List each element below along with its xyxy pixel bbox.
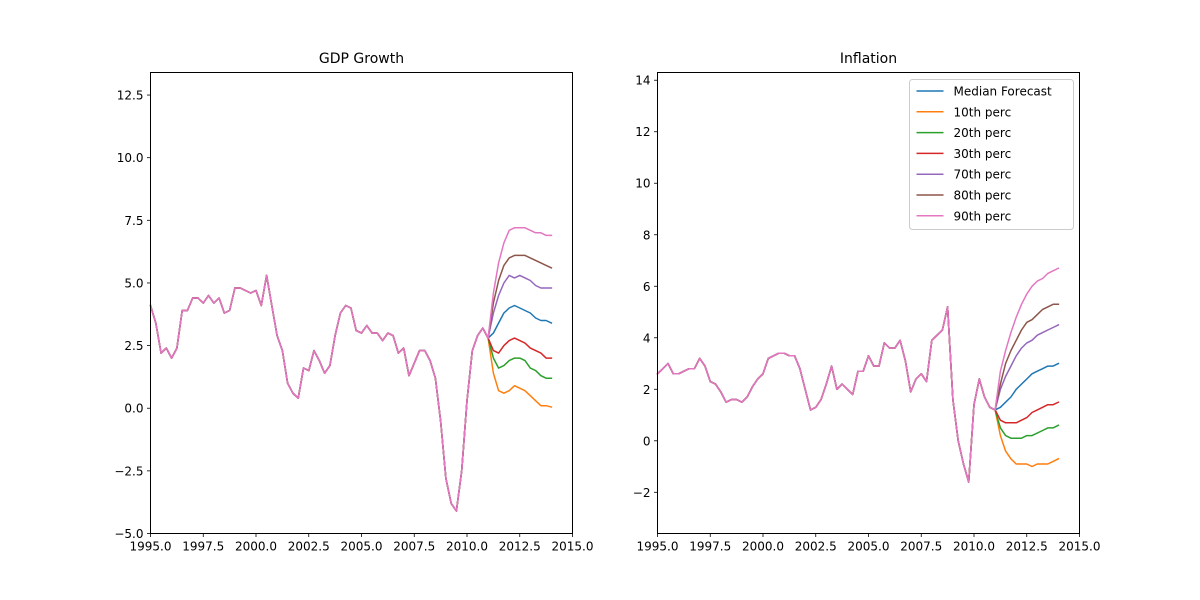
- inflation-x-tick-label: 1995.0: [637, 540, 679, 554]
- legend-label-90th-perc: 90th perc: [954, 209, 1012, 223]
- gdp-growth-y-tick-label: 0.0: [124, 402, 143, 416]
- gdp-growth-line-80th-perc: [149, 254, 553, 512]
- inflation-subplot: Inflation 1995.0 1997.5 2000.0 2002.5 2005.0…: [633, 51, 1101, 554]
- inflation-axis-ticks: 1995.0 1997.5 2000.0 2002.5 2005.0 2007.5 2010…: [633, 74, 1101, 554]
- gdp-growth-x-tick-label: 2015.0: [552, 540, 594, 554]
- gdp-growth-title: GDP Growth: [319, 51, 404, 67]
- inflation-y-tick-label: 6: [643, 280, 651, 294]
- legend-label-70th-perc: 70th perc: [954, 168, 1012, 182]
- gdp-growth-x-tick-label: 2002.5: [288, 540, 330, 554]
- inflation-legend-box: [909, 79, 1074, 230]
- legend-label-30th-perc: 30th perc: [954, 147, 1012, 161]
- gdp-growth-x-tick-label: 2012.5: [499, 540, 541, 554]
- gdp-growth-x-tick-label: 2010.0: [446, 540, 488, 554]
- inflation-x-tick-label: 2007.5: [900, 540, 942, 554]
- inflation-y-tick-label: 4: [643, 331, 651, 345]
- gdp-growth-y-tick-label: 5.0: [124, 276, 143, 290]
- gdp-growth-y-tick-label: 2.5: [124, 339, 143, 353]
- legend-label-median-forecast: Median Forecast: [954, 85, 1053, 99]
- inflation-x-tick-label: 2012.5: [1006, 540, 1048, 554]
- gdp-growth-series-lines: [149, 227, 553, 512]
- inflation-y-tick-label: 12: [635, 125, 650, 139]
- inflation-x-tick-label: 2015.0: [1059, 540, 1101, 554]
- legend-label-80th-perc: 80th perc: [954, 189, 1012, 203]
- inflation-x-tick-label: 2010.0: [953, 540, 995, 554]
- inflation-line-80th-perc: [656, 303, 1060, 483]
- inflation-x-tick-label: 2000.0: [742, 540, 784, 554]
- inflation-legend: Median Forecast 10th perc 20th perc 30th pe…: [909, 79, 1074, 230]
- gdp-growth-line-90th-perc: [149, 227, 553, 512]
- inflation-y-tick-label: −2: [633, 486, 651, 500]
- gdp-growth-y-tick-label: 7.5: [124, 214, 143, 228]
- inflation-plot-frame: [657, 72, 1080, 534]
- inflation-y-tick-label: 2: [643, 383, 651, 397]
- inflation-x-tick-label: 2005.0: [848, 540, 890, 554]
- inflation-title: Inflation: [840, 51, 897, 67]
- inflation-x-tick-label: 1997.5: [689, 540, 731, 554]
- legend-label-20th-perc: 20th perc: [954, 126, 1012, 140]
- gdp-growth-plot-frame: [150, 72, 573, 534]
- gdp-growth-y-tick-label: 10.0: [117, 151, 144, 165]
- inflation-y-tick-label: 10: [635, 177, 650, 191]
- gdp-growth-x-tick-label: 2005.0: [341, 540, 383, 554]
- inflation-y-tick-label: 0: [643, 434, 651, 448]
- gdp-growth-axis-ticks: 1995.0 1997.5 2000.0 2002.5 2005.0 2007.5 2010…: [114, 89, 593, 554]
- inflation-y-tick-label: 14: [635, 74, 650, 88]
- inflation-line-90th-perc: [656, 267, 1060, 483]
- gdp-growth-y-tick-label: 12.5: [117, 89, 144, 103]
- inflation-series-lines: [656, 267, 1060, 483]
- inflation-y-tick-label: 8: [643, 228, 651, 242]
- inflation-x-tick-label: 2002.5: [795, 540, 837, 554]
- gdp-growth-x-tick-label: 2007.5: [393, 540, 435, 554]
- gdp-growth-y-tick-label: −5.0: [114, 527, 143, 541]
- gdp-growth-x-tick-label: 1995.0: [130, 540, 172, 554]
- gdp-growth-subplot: GDP Growth 1995.0 1997.5 2000.0 2002.5 2005.…: [114, 51, 593, 554]
- legend-label-10th-perc: 10th perc: [954, 105, 1012, 119]
- gdp-growth-x-tick-label: 1997.5: [182, 540, 224, 554]
- gdp-growth-x-tick-label: 2000.0: [235, 540, 277, 554]
- gdp-growth-y-tick-label: −2.5: [114, 464, 143, 478]
